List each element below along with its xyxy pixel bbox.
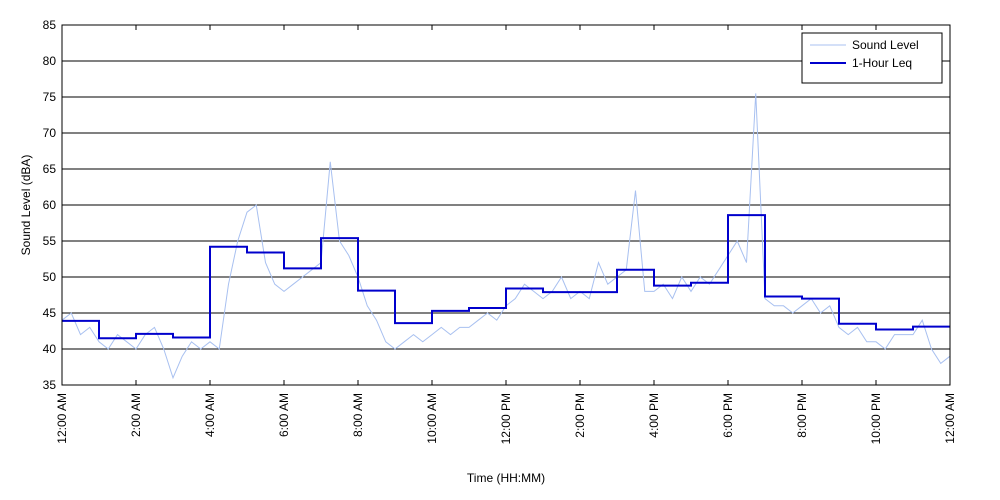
y-tick-label: 65 [43,162,57,176]
x-tick-label: 8:00 AM [351,393,365,437]
legend-box [801,32,943,84]
legend-label: Sound Level [852,38,919,52]
x-tick-label: 6:00 PM [721,393,735,438]
y-tick-label: 80 [43,54,57,68]
y-tick-label: 55 [43,234,57,248]
plot-frame [61,24,951,386]
y-tick-label: 40 [43,342,57,356]
x-tick-label: 8:00 PM [795,393,809,438]
x-tick-label: 12:00 AM [55,393,69,444]
y-tick-label: 85 [43,18,57,32]
x-axis-label: Time (HH:MM) [467,471,545,485]
x-tick-label: 6:00 AM [277,393,291,437]
x-tick-label: 4:00 PM [647,393,661,438]
x-tick-label: 12:00 AM [943,393,957,444]
y-axis-label: Sound Level (dBA) [19,155,33,256]
y-tick-label: 75 [43,90,57,104]
data-line [62,214,950,340]
x-tick-label: 2:00 PM [573,393,587,438]
y-tick-label: 45 [43,306,57,320]
y-tick-label: 60 [43,198,57,212]
y-tick-label: 50 [43,270,57,284]
x-tick-label: 10:00 AM [425,393,439,444]
y-tick-label: 70 [43,126,57,140]
x-tick-label: 12:00 PM [499,393,513,444]
x-tick-label: 10:00 PM [869,393,883,444]
x-tick-label: 4:00 AM [203,393,217,437]
x-tick-label: 2:00 AM [129,393,143,437]
legend-label: 1-Hour Leq [852,56,912,70]
y-tick-label: 35 [43,378,57,392]
